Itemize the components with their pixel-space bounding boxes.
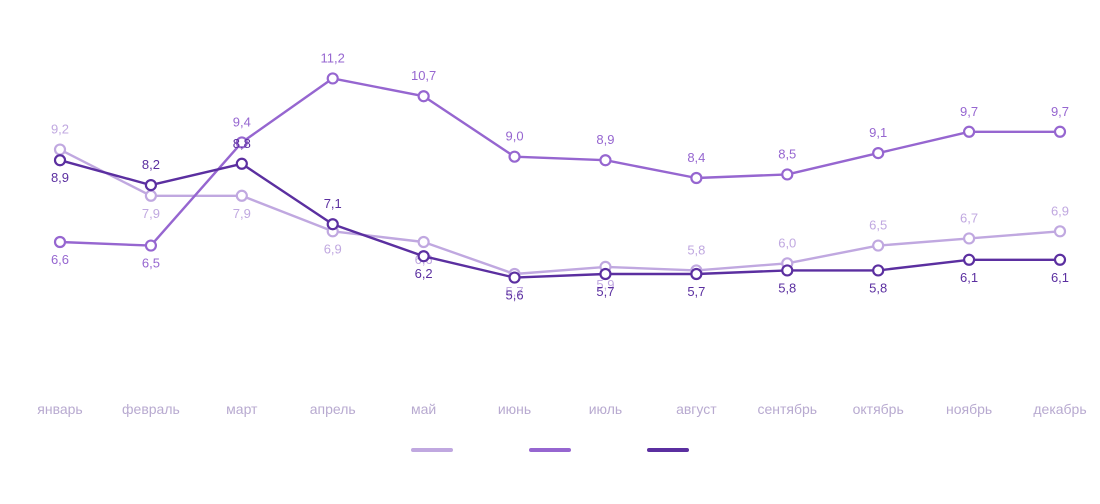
data-point [964,233,974,243]
data-label: 7,9 [233,206,251,221]
data-label: 9,7 [1051,104,1069,119]
data-point [600,269,610,279]
x-axis-label: декабрь [1033,401,1086,417]
data-label: 11,2 [321,50,345,65]
x-axis-label: июнь [498,401,531,417]
x-axis-label: июль [589,401,622,417]
data-point [55,145,65,155]
x-axis-label: ноябрь [946,401,992,417]
data-label: 9,4 [233,114,251,129]
x-axis-label: сентябрь [757,401,817,417]
data-label: 6,7 [960,210,978,225]
x-axis-label: октябрь [853,401,904,417]
data-point [419,237,429,247]
x-axis-label: февраль [122,401,180,417]
data-label: 8,5 [778,146,796,161]
data-point [1055,226,1065,236]
data-point [873,148,883,158]
data-label: 7,1 [324,196,342,211]
data-point [1055,127,1065,137]
data-label: 6,5 [869,218,887,233]
data-label: 8,2 [142,157,160,172]
data-label: 9,7 [960,104,978,119]
data-label: 5,8 [869,280,887,295]
data-point [600,155,610,165]
data-point [691,173,701,183]
data-label: 8,9 [596,132,614,147]
data-point [146,180,156,190]
data-point [782,169,792,179]
data-point [328,219,338,229]
data-point [146,241,156,251]
data-label: 8,4 [687,150,705,165]
data-label: 5,8 [778,280,796,295]
data-label: 6,2 [415,266,433,281]
data-point [691,269,701,279]
data-point [510,273,520,283]
x-axis-label: апрель [310,401,356,417]
data-label: 6,6 [51,252,69,267]
data-point [782,265,792,275]
data-label: 6,1 [960,270,978,285]
data-label: 10,7 [411,68,436,83]
data-point [237,191,247,201]
data-point [964,127,974,137]
data-point [419,251,429,261]
x-axis-label: январь [37,401,82,417]
line-chart: 9,27,97,96,96,65,75,95,86,06,56,76,96,66… [0,0,1100,504]
data-label: 6,5 [142,256,160,271]
data-point [873,265,883,275]
chart-background [0,0,1100,504]
data-label: 8,8 [233,136,251,151]
data-point [873,241,883,251]
data-point [55,155,65,165]
data-label: 5,7 [687,284,705,299]
data-point [328,73,338,83]
x-axis-label: май [411,401,436,417]
data-label: 8,9 [51,170,69,185]
data-label: 5,7 [596,284,614,299]
data-label: 5,8 [687,242,705,257]
data-point [55,237,65,247]
data-label: 9,1 [869,125,887,140]
data-label: 6,0 [778,235,796,250]
data-label: 6,9 [1051,203,1069,218]
data-label: 6,1 [1051,270,1069,285]
data-point [419,91,429,101]
data-label: 5,6 [506,288,524,303]
data-point [964,255,974,265]
data-label: 6,9 [324,241,342,256]
data-label: 7,9 [142,206,160,221]
x-axis-label: март [226,401,258,417]
data-point [1055,255,1065,265]
x-axis-label: август [676,401,717,417]
data-point [146,191,156,201]
data-point [237,159,247,169]
data-label: 9,2 [51,122,69,137]
data-label: 9,0 [506,129,524,144]
data-point [510,152,520,162]
